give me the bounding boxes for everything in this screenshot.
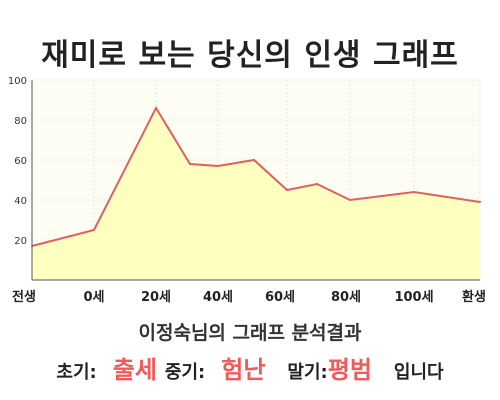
life-area-fill [32, 108, 480, 280]
y-tick-label: 20 [14, 236, 27, 247]
early-label: 초기: [56, 362, 97, 383]
y-tick-labels: 20 40 60 80 100 [8, 76, 27, 247]
data-point [349, 199, 351, 201]
data-point [155, 107, 157, 109]
x-tick-label: 100세 [394, 290, 433, 305]
y-tick-label: 100 [8, 76, 27, 87]
middle-label: 중기: [164, 362, 206, 383]
late-value: 평범 [327, 356, 372, 384]
x-tick-label: 0세 [83, 290, 104, 305]
data-point [189, 163, 191, 165]
y-tick-label: 40 [14, 196, 27, 207]
ending-text: 입니다 [393, 362, 444, 383]
middle-value: 험난 [221, 356, 266, 384]
data-point [217, 165, 219, 167]
analysis-summary: 이정숙님의 그래프 분석결과 [138, 322, 362, 344]
x-tick-labels: 전생 0세 20세 40세 60세 80세 100세 환생 [12, 289, 486, 305]
x-tick-label: 환생 [462, 289, 486, 305]
x-tick-label: 80세 [331, 290, 361, 305]
y-tick-label: 80 [14, 116, 27, 127]
y-tick-label: 60 [14, 156, 27, 167]
data-point [316, 183, 318, 185]
data-point [286, 189, 288, 191]
axes [31, 80, 480, 281]
chart-title: 재미로 보는 당신의 인생 그래프 [41, 38, 459, 73]
x-tick-label: 20세 [141, 290, 171, 305]
late-label: 말기: [287, 362, 328, 383]
life-graph-chart: 20 40 60 80 100 전생 0세 20세 40세 60세 80세 100세 환생 [8, 76, 486, 305]
result-line: 초기: 출세 중기: 험난 말기: 평범 입니다 [0, 350, 500, 385]
x-tick-label: 40세 [203, 290, 233, 305]
x-tick-label: 전생 [12, 289, 36, 305]
data-point [413, 191, 415, 193]
data-point [93, 229, 95, 231]
early-value: 출세 [112, 356, 157, 384]
data-point [479, 201, 481, 203]
x-tick-label: 60세 [265, 290, 295, 305]
data-point [253, 159, 255, 161]
